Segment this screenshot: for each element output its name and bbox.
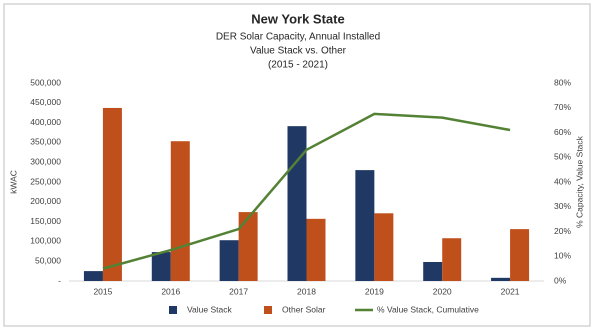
y-tick-label: 500,000 xyxy=(30,77,61,87)
y2-tick-label: 0% xyxy=(554,275,567,285)
y-tick-label: 250,000 xyxy=(30,176,61,186)
chart-subtitle: Value Stack vs. Other xyxy=(250,46,347,57)
y-tick-label: 350,000 xyxy=(30,137,61,147)
y2-tick-label: 40% xyxy=(554,176,571,186)
y2-axis-label: % Capacity, Value Stack xyxy=(574,135,584,228)
bar xyxy=(423,261,443,281)
bar xyxy=(219,240,239,281)
y2-tick-label: 50% xyxy=(554,152,571,162)
y2-tick-label: 10% xyxy=(554,251,571,261)
x-tick-label: 2017 xyxy=(229,286,248,296)
bar xyxy=(491,277,511,281)
bar xyxy=(306,218,326,281)
x-tick-label: 2019 xyxy=(365,286,384,296)
y-tick-label: 150,000 xyxy=(30,216,61,226)
bar xyxy=(238,212,258,281)
y-tick-label: 100,000 xyxy=(30,236,61,246)
chart-subtitle: (2015 - 2021) xyxy=(268,60,328,71)
y2-tick-label: 60% xyxy=(554,127,571,137)
legend-label: Other Solar xyxy=(282,304,326,314)
y2-tick-label: 70% xyxy=(554,102,571,112)
chart-title: New York State xyxy=(251,11,344,26)
chart-subtitle: DER Solar Capacity, Annual Installed xyxy=(216,32,380,43)
bar xyxy=(170,141,190,281)
y-tick-label: 200,000 xyxy=(30,196,61,206)
y-tick-label: 400,000 xyxy=(30,117,61,127)
y2-tick-label: 30% xyxy=(554,201,571,211)
x-tick-label: 2018 xyxy=(297,286,316,296)
y-tick-label: 450,000 xyxy=(30,97,61,107)
legend-swatch xyxy=(264,306,272,314)
y2-tick-label: 20% xyxy=(554,226,571,236)
line-series xyxy=(102,112,511,270)
bar xyxy=(83,271,103,281)
bar xyxy=(442,238,462,281)
legend-label: Value Stack xyxy=(187,304,232,314)
legend-label: % Value Stack, Cumulative xyxy=(377,304,479,314)
bar xyxy=(355,170,375,281)
bar xyxy=(374,213,394,281)
bar xyxy=(510,229,530,281)
y2-tick-label: 80% xyxy=(554,77,571,87)
bar xyxy=(287,126,307,281)
y-tick-label: 50,000 xyxy=(35,255,61,265)
bar xyxy=(102,107,122,281)
legend-swatch xyxy=(169,306,177,314)
bar xyxy=(151,252,171,281)
y-axis-label: kWAC xyxy=(8,170,18,194)
x-tick-label: 2015 xyxy=(93,286,112,296)
y-tick-label: - xyxy=(58,275,61,285)
x-tick-label: 2016 xyxy=(161,286,180,296)
x-tick-label: 2020 xyxy=(433,286,452,296)
y-tick-label: 300,000 xyxy=(30,156,61,166)
x-tick-label: 2021 xyxy=(501,286,520,296)
